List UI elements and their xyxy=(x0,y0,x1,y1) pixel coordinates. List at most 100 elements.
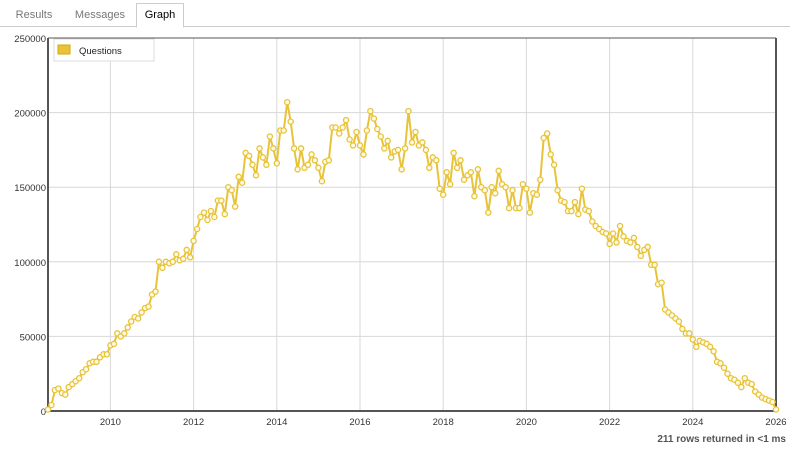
data-point xyxy=(377,133,385,140)
data-point xyxy=(335,130,343,137)
data-point xyxy=(190,237,197,245)
data-point xyxy=(204,216,211,224)
data-point xyxy=(360,151,367,158)
data-point xyxy=(318,177,326,185)
data-point xyxy=(193,225,201,233)
data-point xyxy=(467,169,475,176)
data-point xyxy=(471,192,478,200)
data-point xyxy=(537,176,544,183)
data-point xyxy=(561,198,568,206)
data-point xyxy=(297,145,305,152)
data-point xyxy=(509,186,516,194)
data-point xyxy=(505,204,513,212)
data-point xyxy=(155,258,163,266)
legend-swatch-questions xyxy=(57,44,71,55)
data-point xyxy=(543,130,551,137)
data-point xyxy=(308,151,315,158)
data-point xyxy=(221,210,229,218)
data-point xyxy=(173,251,180,258)
data-point xyxy=(748,380,755,388)
data-point xyxy=(741,374,749,382)
tab-results[interactable]: Results xyxy=(15,9,53,21)
data-point xyxy=(491,189,499,197)
data-point xyxy=(720,364,728,371)
data-point xyxy=(370,115,378,122)
x-tick-label: 2024 xyxy=(682,417,703,428)
data-point xyxy=(474,166,482,173)
data-point xyxy=(200,209,208,216)
data-point xyxy=(387,154,395,161)
data-point xyxy=(575,210,582,218)
data-point xyxy=(481,186,489,194)
data-point xyxy=(401,145,409,152)
data-point xyxy=(363,127,371,134)
data-point xyxy=(398,166,405,173)
y-tick-label: 250000 xyxy=(14,34,46,45)
data-point xyxy=(218,197,225,204)
y-tick-label: 150000 xyxy=(14,183,46,194)
data-point xyxy=(627,239,634,246)
series-line-questions xyxy=(47,102,777,411)
data-point xyxy=(304,161,312,169)
tab-bar-divider xyxy=(0,26,790,27)
data-point xyxy=(602,230,610,237)
data-point xyxy=(734,379,742,386)
y-tick-label: 0 xyxy=(41,407,46,418)
data-point xyxy=(103,351,111,358)
data-point xyxy=(436,185,443,192)
data-point xyxy=(138,309,145,316)
data-point xyxy=(259,154,267,161)
data-point xyxy=(93,358,100,366)
data-point xyxy=(419,139,426,146)
data-point xyxy=(717,360,724,367)
data-point xyxy=(450,149,457,157)
data-point xyxy=(533,191,541,198)
data-point xyxy=(75,374,83,382)
x-tick-label: 2022 xyxy=(599,417,620,428)
data-point xyxy=(485,209,492,216)
x-tick-label: 2018 xyxy=(433,417,454,428)
data-point xyxy=(412,128,419,136)
data-point xyxy=(433,157,440,164)
data-point xyxy=(315,164,322,172)
data-point xyxy=(405,107,412,115)
data-point xyxy=(367,107,374,115)
data-point xyxy=(606,240,613,248)
data-point xyxy=(179,255,187,263)
data-point xyxy=(252,172,260,179)
data-point xyxy=(235,173,242,181)
data-point xyxy=(270,145,277,152)
data-point xyxy=(266,133,274,140)
tab-messages[interactable]: Messages xyxy=(74,9,126,21)
data-point xyxy=(637,252,645,260)
data-point xyxy=(394,146,402,154)
legend: Questions xyxy=(53,38,155,62)
data-point xyxy=(169,258,177,266)
tab-graph[interactable]: Graph xyxy=(136,3,184,28)
data-point xyxy=(346,136,353,143)
data-point xyxy=(426,164,433,172)
data-point xyxy=(457,157,464,164)
data-point xyxy=(332,124,339,131)
data-point xyxy=(772,406,780,413)
data-point xyxy=(439,191,447,198)
legend-box xyxy=(53,38,155,62)
data-point xyxy=(568,207,575,215)
data-point xyxy=(381,145,388,152)
data-point xyxy=(287,118,294,125)
data-point xyxy=(630,234,638,242)
data-point xyxy=(609,230,617,237)
data-point xyxy=(613,239,620,246)
data-point xyxy=(689,336,697,343)
data-point xyxy=(408,139,416,146)
data-point xyxy=(339,124,346,131)
data-point xyxy=(616,222,624,230)
data-point xyxy=(446,180,454,188)
data-point xyxy=(651,261,658,269)
data-point xyxy=(273,160,281,167)
plot-frame xyxy=(47,38,777,412)
data-point xyxy=(589,218,596,225)
data-point xyxy=(384,137,391,145)
data-point xyxy=(294,166,301,173)
data-point xyxy=(495,167,502,175)
